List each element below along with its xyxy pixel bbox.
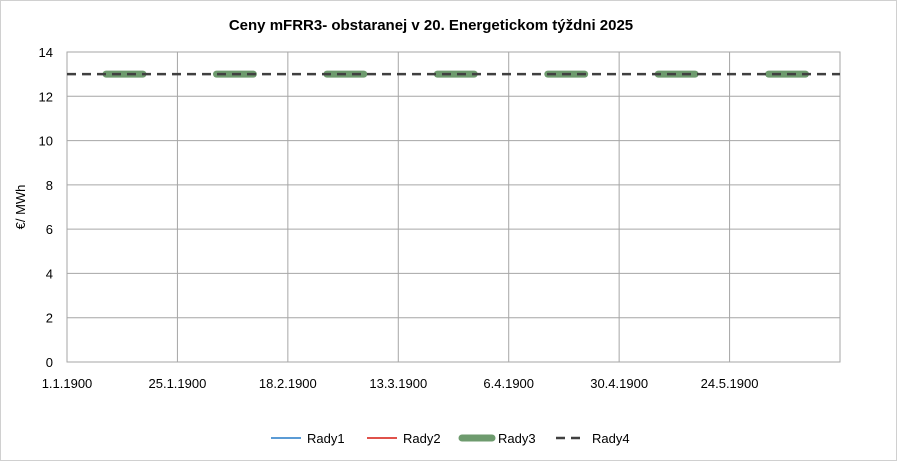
legend-label: Rady3: [498, 431, 536, 446]
x-tick-label: 6.4.1900: [483, 376, 534, 391]
y-axis-label: €/ MWh: [13, 185, 28, 230]
y-tick-label: 10: [39, 134, 53, 149]
y-axis-ticks: 0 2 4 6 8 10 12 14: [39, 45, 53, 370]
y-tick-label: 2: [46, 311, 53, 326]
x-tick-label: 25.1.1900: [149, 376, 207, 391]
x-tick-label: 1.1.1900: [42, 376, 93, 391]
y-tick-label: 0: [46, 355, 53, 370]
y-tick-label: 8: [46, 178, 53, 193]
chart-title: Ceny mFRR3- obstaranej v 20. Energeticko…: [229, 17, 633, 34]
grid: [66, 51, 841, 363]
legend-label: Rady1: [307, 431, 345, 446]
legend-label: Rady2: [403, 431, 441, 446]
x-tick-label: 18.2.1900: [259, 376, 317, 391]
plot-area: [66, 51, 841, 363]
x-tick-label: 30.4.1900: [590, 376, 648, 391]
y-tick-label: 12: [39, 89, 53, 104]
y-tick-label: 14: [39, 45, 53, 60]
y-tick-label: 4: [46, 266, 53, 281]
y-tick-label: 6: [46, 222, 53, 237]
legend-label: Rady4: [592, 431, 630, 446]
legend: Rady1 Rady2 Rady3 Rady4: [271, 431, 630, 446]
x-tick-label: 24.5.1900: [701, 376, 759, 391]
x-axis-ticks: 1.1.1900 25.1.1900 18.2.1900 13.3.1900 6.4.1…: [42, 376, 759, 391]
x-tick-label: 13.3.1900: [369, 376, 427, 391]
